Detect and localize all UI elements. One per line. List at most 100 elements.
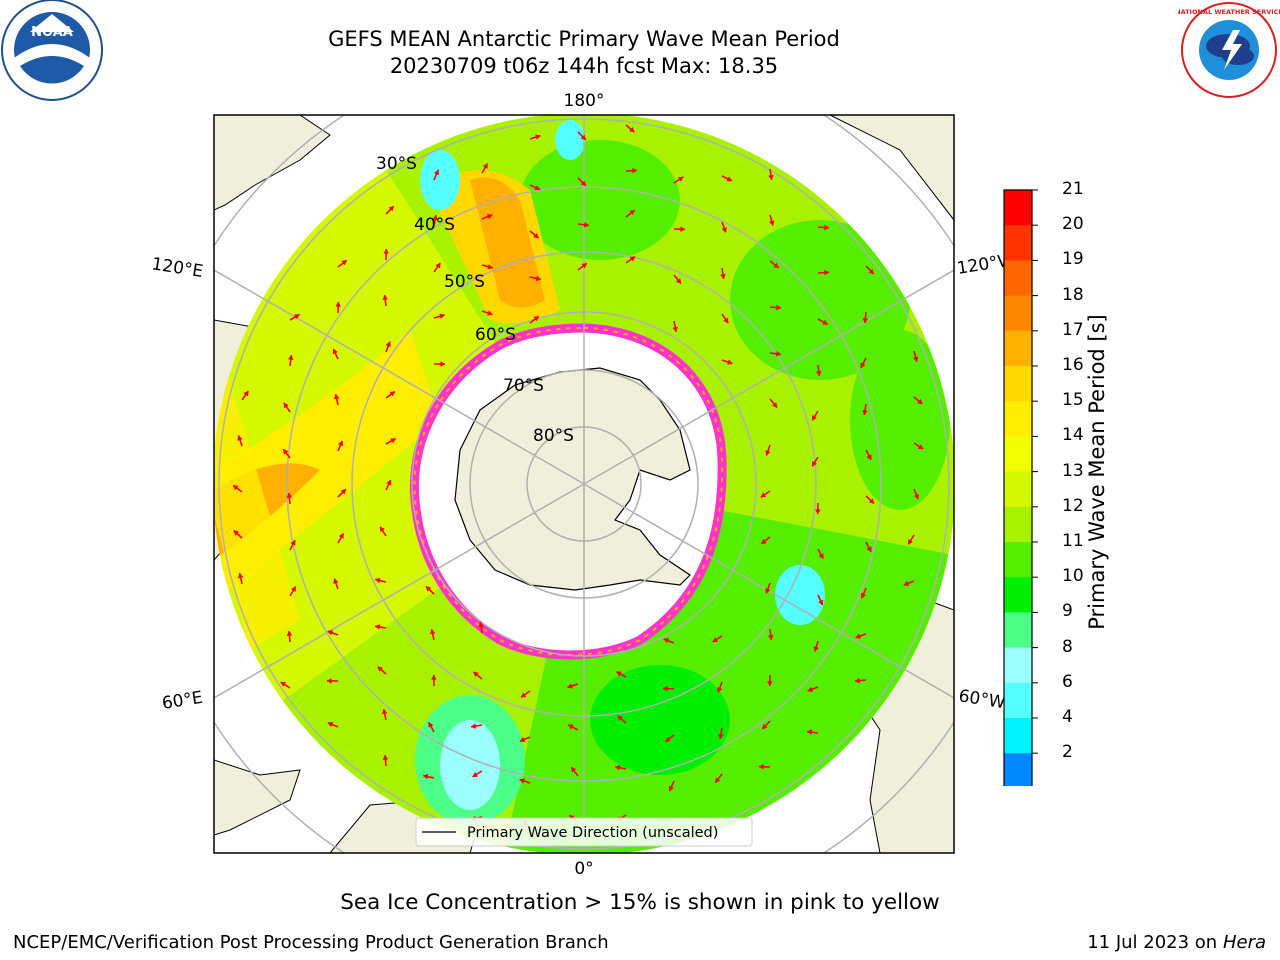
wave-arrow — [811, 456, 819, 467]
wave-arrow — [286, 630, 293, 643]
wave-arrow — [765, 582, 771, 594]
wave-arrow — [333, 578, 339, 590]
colorbar-tick-label: 6 — [1062, 671, 1073, 692]
colorbar-tick-label: 14 — [1062, 425, 1084, 446]
footer-branch: NCEP/EMC/Verification Post Processing Pr… — [13, 932, 609, 953]
page-subtitle: 20230709 t06z 144h fcst Max: 18.35 — [389, 54, 779, 78]
colorbar-tick-label: 11 — [1062, 531, 1084, 551]
nws-logo-icon: NATIONAL WEATHER SERVICE — [1178, 2, 1280, 98]
wave-arrow — [907, 534, 915, 545]
wave-arrow — [519, 778, 531, 784]
colorbar-tick-label: 4 — [1062, 707, 1073, 727]
wave-arrow — [721, 221, 727, 233]
noaa-logo-text: NOAA — [31, 25, 73, 40]
wave-arrow — [668, 780, 675, 792]
lon-label-bottom: 0° — [574, 859, 593, 879]
colorbar-segment — [1004, 612, 1032, 649]
wave-arrow — [428, 721, 435, 733]
colorbar-tick-label: 16 — [1062, 355, 1084, 375]
wave-arrow — [625, 167, 638, 174]
wave-arrow — [282, 448, 291, 459]
wave-arrow — [673, 226, 686, 233]
wave-arrow — [862, 403, 868, 416]
wave-arrow — [712, 635, 723, 643]
wave-arrow — [663, 638, 675, 644]
wave-arrow — [289, 586, 297, 597]
wave-arrow — [481, 213, 493, 220]
wave-arrow — [519, 736, 531, 743]
wave-arrow — [429, 628, 436, 641]
legend-label: Primary Wave Direction (unscaled) — [467, 825, 718, 841]
wave-arrow — [903, 580, 915, 586]
wave-arrow — [337, 488, 347, 498]
wave-arrow — [286, 492, 293, 505]
wave-arrow — [529, 184, 541, 191]
wave-arrow — [806, 729, 819, 735]
wave-arrow — [520, 690, 531, 699]
wave-arrow — [769, 350, 782, 357]
land-area — [214, 759, 301, 836]
lat-label: 70°S — [503, 376, 544, 396]
wave-arrow — [233, 530, 243, 539]
colorbar-tick-label: 21 — [1062, 179, 1084, 199]
colorbar-segment — [1004, 190, 1032, 226]
wave-arrow — [625, 124, 635, 133]
wave-arrow — [381, 708, 388, 721]
wave-arrow — [326, 678, 339, 684]
colorbar-tick-label: 20 — [1062, 214, 1084, 235]
wave-arrow — [327, 721, 339, 728]
wave-arrow — [860, 357, 867, 369]
wave-arrow — [377, 666, 387, 675]
lon-label-lower-left: 60°E — [161, 688, 205, 714]
wave-arrow — [721, 175, 733, 182]
wave-arrow — [625, 255, 636, 264]
wave-arrow — [385, 437, 397, 445]
wave-arrow — [614, 764, 627, 771]
wave-arrow — [385, 479, 392, 491]
wave-arrow — [425, 585, 435, 595]
colorbar-segment — [1004, 506, 1032, 543]
wave-arrow — [232, 484, 243, 493]
wave-arrow — [760, 536, 771, 545]
colorbar-tick-label: 17 — [1062, 319, 1084, 340]
wave-arrow — [577, 221, 590, 228]
wave-arrow — [289, 313, 300, 321]
wave-arrow — [817, 318, 829, 326]
wave-arrow — [577, 177, 587, 187]
wave-arrow — [662, 685, 675, 692]
wave-arrow — [332, 348, 339, 360]
wave-arrow — [431, 674, 437, 687]
wave-arrow — [865, 495, 875, 505]
wave-arrow — [529, 230, 540, 239]
wave-arrow — [865, 265, 875, 275]
wave-arrow — [374, 624, 387, 630]
wave-arrow — [860, 587, 867, 599]
colorbar-segment — [1004, 436, 1032, 473]
wave-arrow — [817, 548, 824, 560]
antarctica — [454, 367, 691, 591]
wave-arrow — [289, 539, 296, 551]
colorbar-tick-label: 12 — [1062, 495, 1084, 516]
wave-arrow — [379, 526, 387, 537]
wave-arrow — [337, 440, 344, 452]
colorbar-tick-label: 9 — [1062, 601, 1073, 622]
wave-arrow — [335, 301, 341, 314]
colorbar-segment — [1004, 542, 1032, 578]
wave-arrow — [854, 677, 867, 684]
wave-arrow — [237, 435, 243, 447]
wave-arrow — [615, 670, 627, 678]
wave-arrow — [862, 311, 869, 324]
wave-arrow — [470, 723, 483, 729]
wave-arrow — [865, 449, 872, 461]
wave-arrow — [327, 630, 339, 636]
wave-arrow — [337, 532, 345, 544]
wave-arrow — [672, 320, 678, 333]
wave-arrow — [481, 263, 494, 270]
wave-arrow — [717, 681, 723, 693]
wave-arrow — [481, 310, 493, 316]
wave-arrow — [478, 621, 484, 634]
colorbar — [1003, 189, 1038, 786]
wave-arrow — [385, 390, 396, 399]
wave-arrow — [385, 341, 391, 353]
